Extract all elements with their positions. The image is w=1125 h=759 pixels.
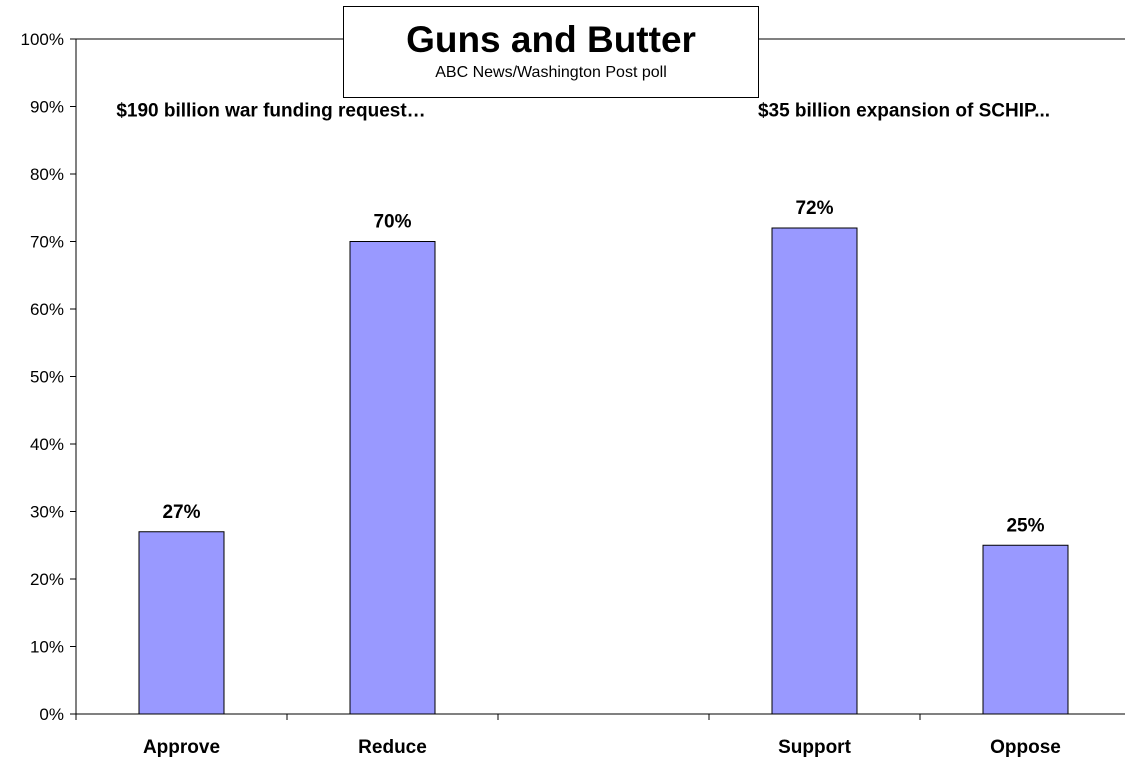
category-label: Oppose — [990, 737, 1061, 758]
y-tick-label: 30% — [30, 503, 64, 522]
chart-axes — [75, 38, 1125, 715]
chart-title: Guns and Butter — [406, 19, 696, 60]
annotations: $190 billion war funding request… $35 bil… — [116, 101, 1050, 122]
y-tick-label: 10% — [30, 638, 64, 657]
bar — [771, 227, 858, 715]
x-axis-ticks — [75, 714, 921, 720]
y-tick-label: 90% — [30, 98, 64, 117]
bars — [138, 227, 1069, 715]
y-tick-label: 60% — [30, 300, 64, 319]
group-annotation: $35 billion expansion of SCHIP... — [758, 101, 1050, 122]
data-labels: 27% 70% 72% 25% — [162, 198, 1044, 536]
y-tick-label: 80% — [30, 165, 64, 184]
y-tick-label: 40% — [30, 435, 64, 454]
y-axis-ticks: 0% 10% 20% 30% 40% 50% 60% 70% 80% 90% 100% — [21, 30, 76, 724]
chart-subtitle: ABC News/Washington Post poll — [435, 64, 667, 81]
data-label: 72% — [795, 198, 833, 219]
y-tick-label: 20% — [30, 570, 64, 589]
chart-title-box: Guns and Butter ABC News/Washington Post… — [343, 6, 759, 98]
data-label: 27% — [162, 502, 200, 523]
category-label: Reduce — [358, 737, 427, 758]
y-tick-label: 0% — [39, 705, 64, 724]
y-tick-label: 100% — [21, 30, 64, 49]
category-label: Approve — [143, 737, 220, 758]
bar — [982, 544, 1069, 715]
data-label: 70% — [373, 212, 411, 233]
category-label: Support — [778, 737, 851, 758]
group-annotation: $190 billion war funding request… — [116, 101, 425, 122]
y-tick-label: 70% — [30, 233, 64, 252]
bar — [349, 241, 436, 715]
data-label: 25% — [1006, 515, 1044, 536]
category-labels: Approve Reduce Support Oppose — [143, 737, 1061, 758]
bar — [138, 531, 225, 715]
y-tick-label: 50% — [30, 368, 64, 387]
